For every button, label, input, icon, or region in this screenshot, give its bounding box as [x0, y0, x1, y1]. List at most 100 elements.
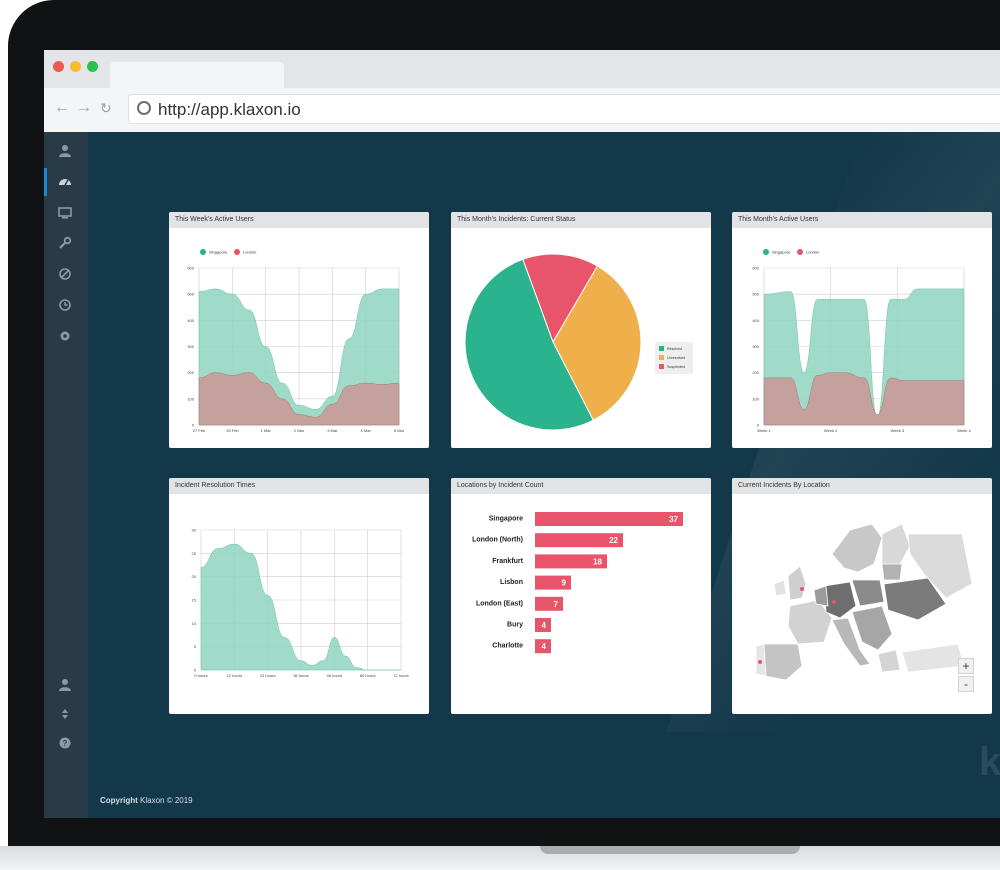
browser-tab[interactable]	[110, 62, 284, 88]
map-region-finland	[881, 523, 911, 569]
minimize-window-dot[interactable]	[70, 61, 81, 72]
x-tick-label: Week 2	[824, 428, 838, 433]
map-region-germany	[823, 581, 857, 619]
user-icon[interactable]	[58, 678, 72, 692]
address-bar[interactable]: http://app.klaxon.io	[128, 94, 1000, 124]
y-tick-label: 300	[752, 344, 759, 349]
card-title: This Week's Active Users	[169, 212, 429, 228]
incident-marker-frankfurt[interactable]	[832, 600, 836, 604]
y-tick-label: 20	[192, 574, 197, 579]
y-tick-label: 10	[192, 621, 197, 626]
x-tick-label: 12 hours	[227, 673, 243, 678]
bar-category-label: Lisbon	[500, 579, 523, 586]
map-region-russia	[907, 533, 973, 599]
y-tick-label: 500	[187, 292, 194, 297]
help-icon[interactable]: ?	[58, 736, 72, 750]
map-region-poland	[851, 579, 885, 607]
y-tick-label: 400	[752, 318, 759, 323]
legend-swatch	[200, 249, 206, 255]
legend-label: Suspended	[667, 365, 685, 369]
y-tick-label: 100	[187, 396, 194, 401]
card-title: Locations by Incident Count	[451, 478, 711, 494]
bar-value-label: 7	[554, 600, 559, 609]
sidebar-active-indicator	[44, 168, 47, 196]
x-tick-label: 48 hours	[327, 673, 343, 678]
sort-icon[interactable]	[58, 707, 72, 721]
forward-arrow-icon[interactable]: →	[76, 99, 92, 116]
copyright-text: Klaxon © 2019	[140, 796, 193, 805]
legend-label: Singapore	[209, 250, 228, 255]
y-tick-label: 25	[192, 551, 197, 556]
zoom-in-button[interactable]: +	[958, 658, 974, 674]
x-tick-label: 1 Mar	[261, 428, 272, 433]
map-regions	[755, 523, 973, 681]
legend-label: Resolved	[667, 347, 682, 351]
x-tick-label: 27 Feb	[193, 428, 206, 433]
map-region-ukraine	[883, 577, 947, 621]
maximize-window-dot[interactable]	[87, 61, 98, 72]
bar-value-label: 9	[562, 579, 567, 588]
card-incidents-map: Current Incidents By Location	[732, 478, 992, 714]
monitor-icon[interactable]	[58, 206, 72, 220]
y-tick-label: 30	[192, 528, 197, 533]
map-region-uk	[787, 565, 807, 601]
bar-category-label: Charlotte	[492, 643, 523, 650]
series-area-london	[763, 372, 965, 426]
card-title: Incident Resolution Times	[169, 478, 429, 494]
bar	[535, 575, 571, 590]
europe-map[interactable]	[732, 494, 992, 714]
gear-icon[interactable]	[58, 329, 72, 343]
monthly-users-chart: 0 100 200 300 400 500 600 Week 1 Week 2 Week 3 Wee…	[752, 249, 972, 433]
x-tick-label: Week 4	[957, 428, 971, 433]
incident-marker-lisbon[interactable]	[758, 660, 762, 664]
x-tick-label: Week 1	[757, 428, 771, 433]
map-region-portugal	[755, 643, 767, 677]
resolution-times-chart: 0 5 10 15 20 25 30 0 hours 12 hours 24 hours 36 ho…	[192, 528, 409, 679]
card-title: This Month's Active Users	[732, 212, 992, 228]
y-tick-label: 0	[757, 423, 760, 428]
x-tick-label: 60 hours	[360, 673, 376, 678]
map-region-italy	[831, 617, 871, 667]
y-tick-label: 5	[194, 644, 197, 649]
screen: ← → ↻ http://app.klaxon.io ? klaxon	[44, 50, 1000, 818]
legend-swatch	[659, 346, 664, 351]
y-tick-label: 200	[187, 370, 194, 375]
block-icon[interactable]	[58, 267, 72, 281]
map-region-iberia	[761, 643, 803, 681]
y-tick-label: 600	[187, 266, 194, 271]
footer-copyright: Copyright Klaxon © 2019	[100, 796, 193, 805]
map-region-scandinavia	[831, 523, 883, 573]
y-tick-label: 15	[192, 598, 197, 603]
clock-icon[interactable]	[58, 298, 72, 312]
bar	[535, 533, 623, 548]
back-arrow-icon[interactable]: ←	[54, 99, 70, 116]
x-tick-label: 36 hours	[293, 673, 309, 678]
wrench-icon[interactable]	[58, 236, 72, 250]
reload-icon[interactable]: ↻	[100, 100, 112, 116]
legend-swatch	[797, 249, 803, 255]
card-title: Current Incidents By Location	[732, 478, 992, 494]
close-window-dot[interactable]	[53, 61, 64, 72]
url-text: http://app.klaxon.io	[158, 100, 301, 119]
map-region-benelux	[813, 585, 829, 607]
y-tick-label: 300	[187, 344, 194, 349]
bar-value-label: 4	[542, 642, 547, 651]
svg-text:?: ?	[63, 739, 68, 748]
y-tick-label: 0	[194, 668, 197, 673]
card-weekly-active-users: This Week's Active Users 0 100 200 300 400 50…	[169, 212, 429, 448]
legend-box	[655, 342, 693, 374]
legend-label: Unresolved	[667, 356, 685, 360]
x-tick-label: 72 hours	[393, 673, 409, 678]
bar-value-label: 18	[593, 557, 602, 566]
incident-marker-london[interactable]	[800, 587, 804, 591]
y-tick-label: 0	[192, 423, 195, 428]
copyright-label: Copyright	[100, 796, 138, 805]
dashboard-icon[interactable]	[58, 175, 72, 189]
map-region-ireland	[773, 579, 787, 597]
x-tick-label: 5 Mar	[394, 428, 405, 433]
zoom-out-button[interactable]: -	[958, 676, 974, 692]
globe-icon	[137, 101, 151, 115]
legend-label: London	[243, 250, 256, 255]
user-icon[interactable]	[58, 144, 72, 158]
